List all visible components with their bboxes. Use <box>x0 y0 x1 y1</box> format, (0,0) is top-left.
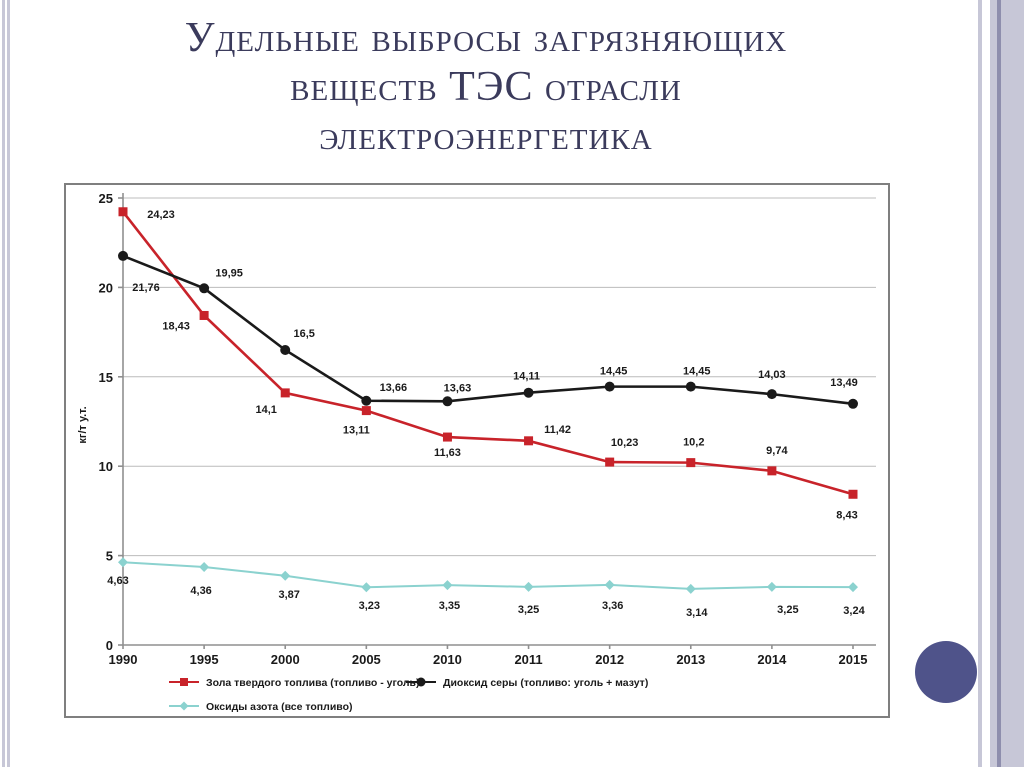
page-title-line-3: электроэнергетика <box>319 113 653 159</box>
x-tick-label: 2013 <box>676 652 705 667</box>
data-label: 10,23 <box>611 437 639 449</box>
x-tick-label: 2012 <box>595 652 624 667</box>
data-label: 13,63 <box>444 382 472 394</box>
y-tick-label: 25 <box>99 191 113 206</box>
axes <box>118 193 876 649</box>
y-tick-label: 10 <box>99 459 113 474</box>
y-tick-label: 20 <box>99 280 113 295</box>
x-tick-label: 1995 <box>190 652 219 667</box>
data-label: 4,63 <box>107 575 128 587</box>
data-label: 13,49 <box>830 377 858 389</box>
data-label: 10,2 <box>683 437 704 449</box>
right-band-dark-line <box>997 0 1001 767</box>
data-label: 11,42 <box>544 424 571 436</box>
data-label: 13,11 <box>343 425 370 437</box>
legend-label: Диоксид серы (топливо: уголь + мазут) <box>443 677 648 689</box>
data-label: 19,95 <box>215 267 243 279</box>
data-label: 3,14 <box>686 607 708 619</box>
data-label: 9,74 <box>766 445 788 457</box>
data-label: 18,43 <box>162 320 190 332</box>
data-label: 4,36 <box>190 585 211 597</box>
data-label: 8,43 <box>836 509 857 521</box>
y-tick-label: 5 <box>106 549 113 564</box>
x-tick-label: 2011 <box>514 652 542 667</box>
data-label: 13,66 <box>380 382 408 394</box>
legend-label: Оксиды азота (все топливо) <box>206 701 353 713</box>
y-tick-label: 15 <box>99 370 113 385</box>
data-label: 3,25 <box>777 604 798 616</box>
data-label: 14,1 <box>256 404 277 416</box>
x-tick-label: 2015 <box>839 652 868 667</box>
data-label: 21,76 <box>132 282 160 294</box>
page-title: Удельные выбросы загрязняющих веществ ТЭ… <box>0 14 972 161</box>
axis-tick-labels: 0 5 10 15 20 25 1990 1995 2000 2005 2010 2011 2012 20… <box>99 191 868 667</box>
left-stripe-inner <box>7 0 10 767</box>
data-label: 14,45 <box>600 366 628 378</box>
y-axis-title: кг/т у.т. <box>77 406 89 443</box>
chart-frame: 0 5 10 15 20 25 1990 1995 2000 2005 2010 2011 2012 20… <box>64 183 890 718</box>
accent-circle <box>915 641 977 703</box>
data-label: 3,36 <box>602 600 623 612</box>
chart-legend: Зола твердого топлива (топливо - уголь) Д… <box>169 677 648 713</box>
series-0: 24,23 18,43 14,1 13,11 11,63 11,42 10,23 10,2 9,… <box>118 207 858 521</box>
x-tick-label: 1990 <box>109 652 138 667</box>
page-title-line-2: веществ ТЭС отрасли <box>290 64 682 110</box>
data-label: 3,35 <box>439 600 460 612</box>
series-2: 4,63 4,36 3,87 3,23 3,35 3,25 3,36 3,14 3,25 3,24 <box>107 557 866 619</box>
data-label: 3,23 <box>359 600 380 612</box>
page-title-line-1: Удельные выбросы загрязняющих <box>184 15 788 61</box>
x-tick-label: 2005 <box>352 652 381 667</box>
data-label: 14,45 <box>683 366 711 378</box>
legend-label: Зола твердого топлива (топливо - уголь) <box>206 677 420 689</box>
data-label: 14,11 <box>513 371 540 383</box>
data-label: 11,63 <box>434 447 461 459</box>
data-label: 14,03 <box>758 369 786 381</box>
data-label: 3,87 <box>279 589 300 601</box>
x-tick-label: 2010 <box>433 652 462 667</box>
gridlines <box>123 197 876 557</box>
data-label: 3,25 <box>518 604 539 616</box>
data-label: 24,23 <box>147 209 175 221</box>
right-band <box>990 0 1024 767</box>
right-stripe-thin <box>978 0 982 767</box>
data-label: 3,24 <box>843 605 865 617</box>
left-stripe-outer <box>2 0 5 767</box>
x-tick-label: 2014 <box>757 652 787 667</box>
chart-canvas: 0 5 10 15 20 25 1990 1995 2000 2005 2010 2011 2012 20… <box>77 191 876 713</box>
y-tick-label: 0 <box>106 638 113 653</box>
x-tick-label: 2000 <box>271 652 300 667</box>
series-1: 21,76 19,95 16,5 13,66 13,63 14,11 14,45 14,45 1… <box>118 250 858 409</box>
data-label: 16,5 <box>294 328 315 340</box>
